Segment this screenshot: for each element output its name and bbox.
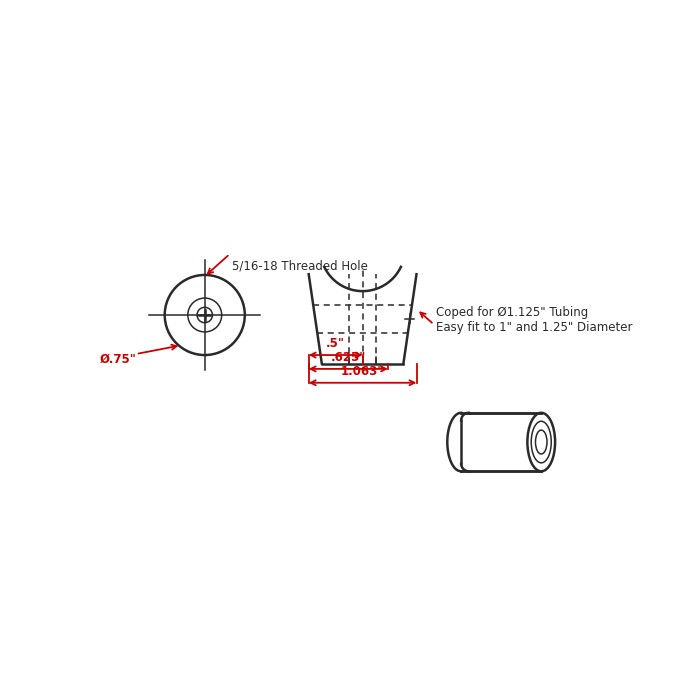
Text: .5": .5" — [326, 337, 345, 351]
Text: Easy fit to 1" and 1.25" Diameter: Easy fit to 1" and 1.25" Diameter — [435, 321, 632, 335]
Text: Ø.75": Ø.75" — [100, 354, 137, 366]
Text: .625": .625" — [330, 351, 366, 364]
Text: Coped for Ø1.125" Tubing: Coped for Ø1.125" Tubing — [435, 306, 588, 318]
Text: 1.063": 1.063" — [341, 365, 384, 378]
Text: 5/16-18 Threaded Hole: 5/16-18 Threaded Hole — [232, 260, 368, 272]
